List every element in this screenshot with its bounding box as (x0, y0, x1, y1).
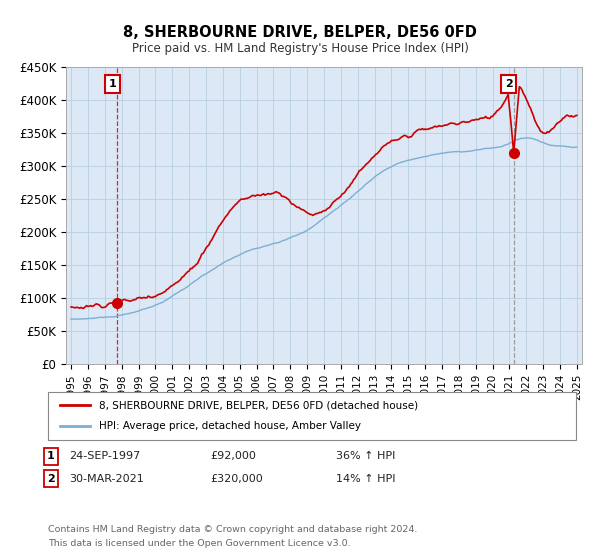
Text: 1: 1 (109, 79, 116, 88)
Text: This data is licensed under the Open Government Licence v3.0.: This data is licensed under the Open Gov… (48, 539, 350, 548)
Text: Price paid vs. HM Land Registry's House Price Index (HPI): Price paid vs. HM Land Registry's House … (131, 42, 469, 55)
Text: 14% ↑ HPI: 14% ↑ HPI (336, 474, 395, 484)
Text: 36% ↑ HPI: 36% ↑ HPI (336, 451, 395, 461)
Text: Contains HM Land Registry data © Crown copyright and database right 2024.: Contains HM Land Registry data © Crown c… (48, 525, 418, 534)
Text: 24-SEP-1997: 24-SEP-1997 (69, 451, 140, 461)
Text: 1: 1 (47, 451, 55, 461)
Text: 2: 2 (47, 474, 55, 484)
Text: HPI: Average price, detached house, Amber Valley: HPI: Average price, detached house, Ambe… (99, 421, 361, 431)
Text: 30-MAR-2021: 30-MAR-2021 (69, 474, 144, 484)
Text: £92,000: £92,000 (210, 451, 256, 461)
Text: 8, SHERBOURNE DRIVE, BELPER, DE56 0FD (detached house): 8, SHERBOURNE DRIVE, BELPER, DE56 0FD (d… (99, 400, 418, 410)
Text: 2: 2 (505, 79, 512, 88)
Text: 8, SHERBOURNE DRIVE, BELPER, DE56 0FD: 8, SHERBOURNE DRIVE, BELPER, DE56 0FD (123, 25, 477, 40)
Text: £320,000: £320,000 (210, 474, 263, 484)
